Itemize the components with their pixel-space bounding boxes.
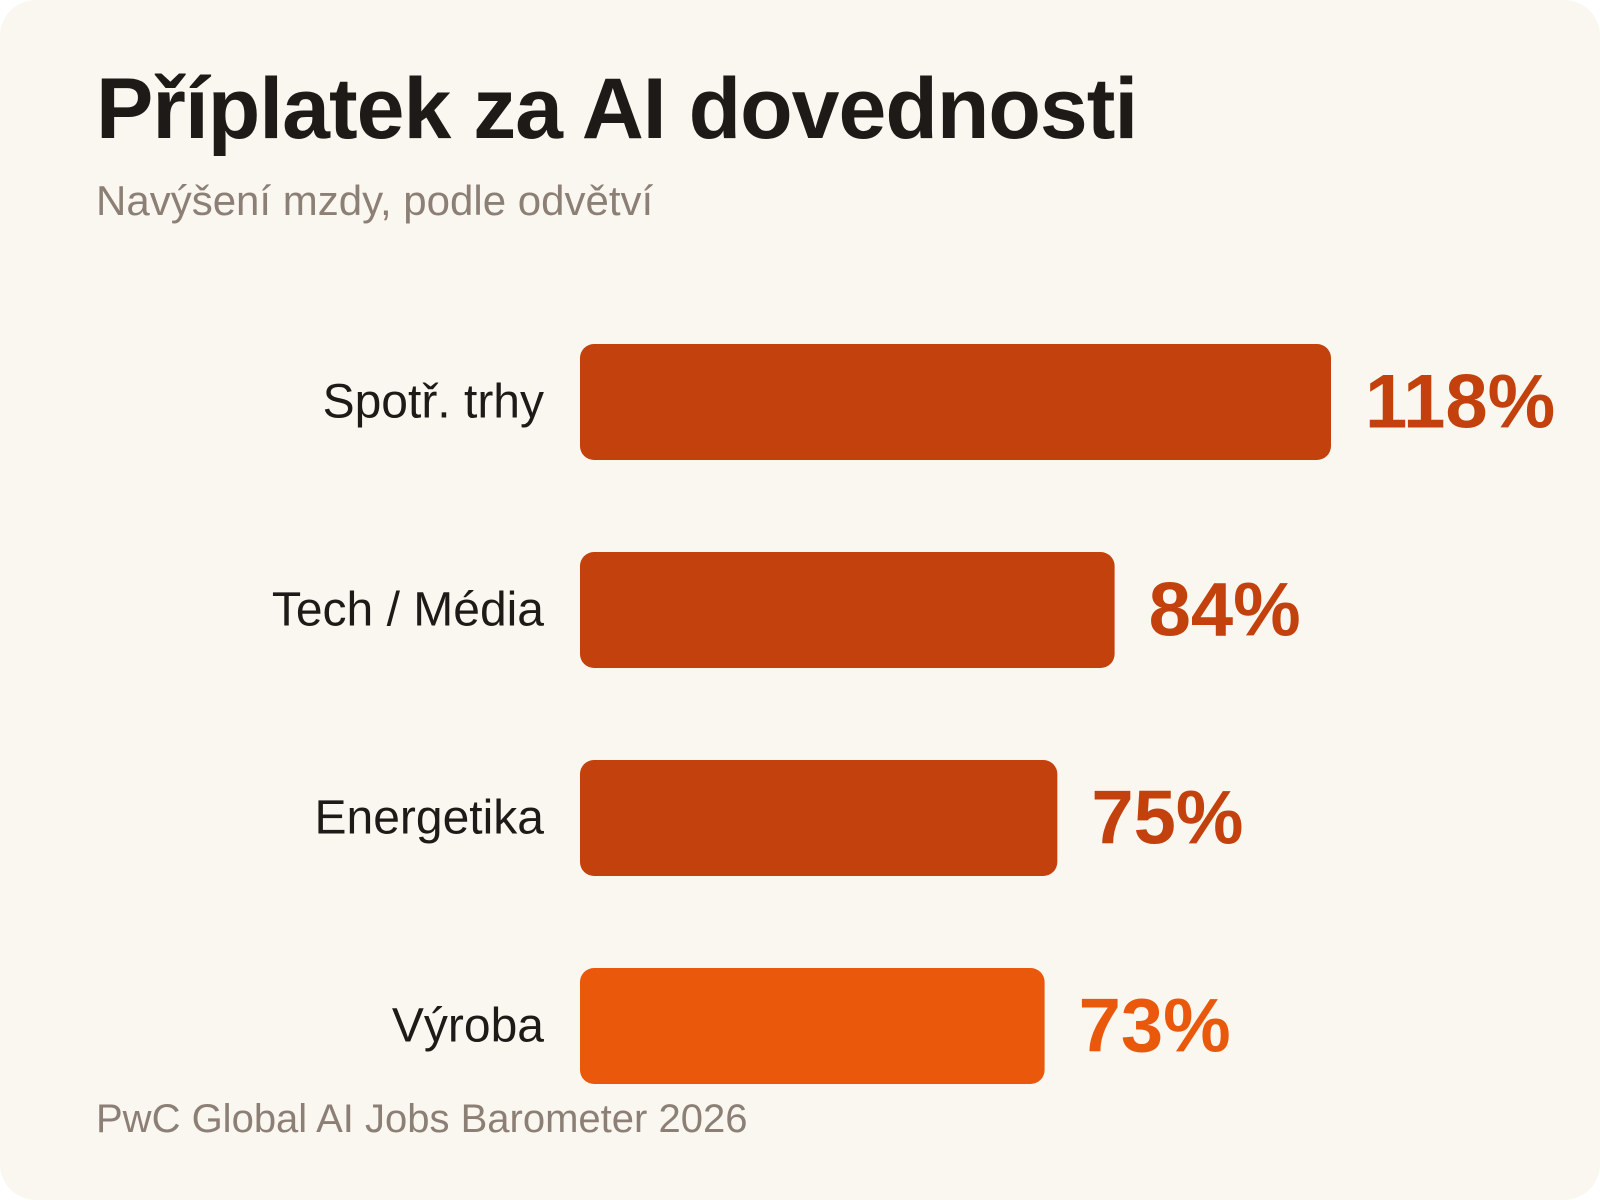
value-label-2: 84% xyxy=(1149,568,1301,653)
category-label-3: Energetika xyxy=(315,792,545,845)
category-label-2: Tech / Média xyxy=(272,584,544,637)
chart-subtitle: Navýšení mzdy, podle odvětví xyxy=(96,177,654,224)
category-label-1: Spotř. trhy xyxy=(323,376,544,429)
bar-2 xyxy=(580,552,1115,668)
bar-1 xyxy=(580,344,1331,460)
chart-title: Příplatek za AI dovednosti xyxy=(96,61,1138,157)
bar-4 xyxy=(580,968,1045,1084)
value-label-1: 118% xyxy=(1365,360,1555,445)
bar-3 xyxy=(580,760,1058,876)
value-label-4: 73% xyxy=(1079,984,1231,1069)
chart-source: PwC Global AI Jobs Barometer 2026 xyxy=(96,1097,748,1141)
value-label-3: 75% xyxy=(1091,776,1243,861)
category-label-4: Výroba xyxy=(392,1000,544,1053)
